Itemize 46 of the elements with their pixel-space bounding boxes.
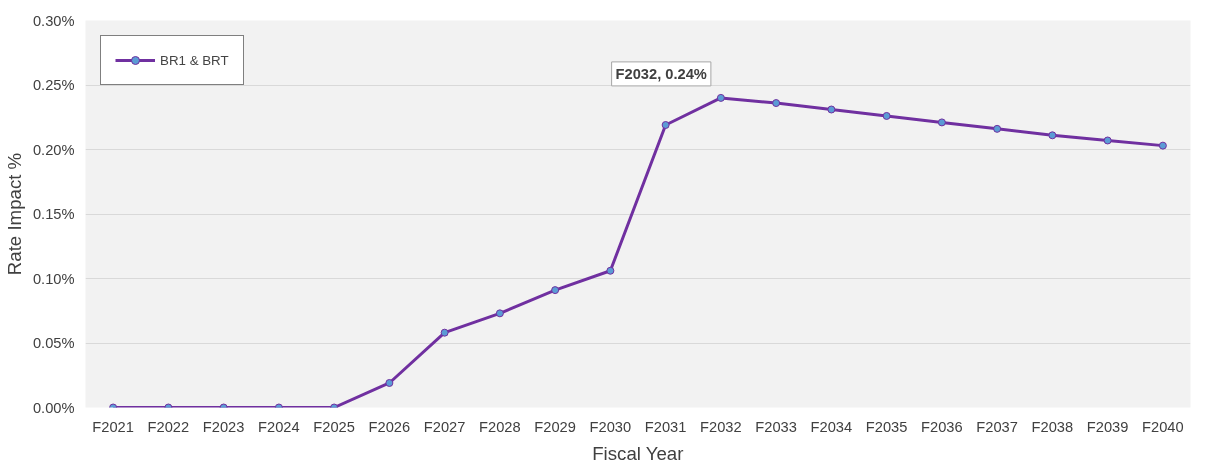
legend-label: BR1 & BRT <box>160 52 229 68</box>
x-tick-label: F2021 <box>92 418 134 435</box>
point <box>772 99 781 108</box>
point <box>716 93 725 102</box>
x-tick-label: F2035 <box>865 418 908 435</box>
x-tick-label: F2030 <box>589 418 632 435</box>
x-tick-label: F2039 <box>1086 418 1129 435</box>
x-tick-label: F2032 <box>700 418 742 435</box>
y-tick-label: 0.25% <box>32 77 75 93</box>
point <box>937 118 946 127</box>
x-tick-label: F2038 <box>1031 418 1074 435</box>
point <box>882 111 891 120</box>
point <box>1103 136 1112 145</box>
point <box>661 121 670 129</box>
x-tick-label: F2022 <box>147 418 190 435</box>
x-tick-label: F2026 <box>368 418 411 435</box>
y-tick-label: 0.20% <box>32 141 75 158</box>
x-tick-label: F2034 <box>810 418 853 435</box>
y-tick-label: 0.15% <box>32 206 75 222</box>
x-tick-label: F2024 <box>258 418 300 435</box>
x-tick-label: F2036 <box>921 418 963 435</box>
x-tick-label: F2028 <box>479 418 521 435</box>
point <box>385 379 394 387</box>
y-tick-label: 0.30% <box>32 12 75 29</box>
point <box>1048 131 1057 140</box>
x-tick-label: F2023 <box>202 418 245 435</box>
x-tick-label: F2037 <box>976 418 1018 435</box>
x-tick-label: F2040 <box>1142 418 1184 435</box>
point <box>440 328 449 337</box>
point <box>551 286 560 295</box>
annotation: F2032, 0.24% <box>615 65 707 82</box>
point <box>606 266 615 275</box>
point <box>1158 141 1167 150</box>
x-tick-label: F2025 <box>313 418 355 435</box>
y-tick-label: 0.10% <box>32 270 75 287</box>
x-tick-label: F2029 <box>534 418 576 435</box>
x-tick-label: F2033 <box>755 418 797 435</box>
y-axis-title: Rate Impact % <box>3 152 25 276</box>
x-axis-title: Fiscal Year <box>592 442 684 464</box>
x-tick-label: F2027 <box>423 418 466 435</box>
point <box>827 105 836 114</box>
y-tick-label: 0.00% <box>32 399 75 416</box>
point <box>495 309 504 318</box>
point <box>993 124 1002 133</box>
x-tick-label: F2031 <box>644 418 687 435</box>
y-tick-label: 0.05% <box>32 335 75 351</box>
